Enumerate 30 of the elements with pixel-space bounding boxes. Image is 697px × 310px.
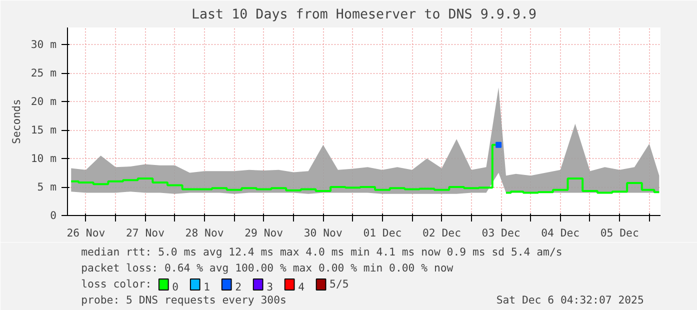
x-tick-label: 29 Nov	[244, 226, 284, 240]
x-tick-label: 27 Nov	[126, 226, 164, 240]
legend-label: 4	[298, 280, 304, 294]
y-tick-label: 5 m	[37, 180, 57, 194]
x-tick-label: 01 Dec	[363, 226, 402, 240]
text: probe: 5 DNS requests every 300s	[81, 294, 286, 306]
x-tick-label: 02 Dec	[422, 226, 461, 240]
y-tick-label: 25 m	[30, 66, 57, 80]
text: packet loss: 0.64 % avg 100.00 % max 0.00 % min 0.00 % now	[81, 262, 454, 274]
legend-label: 1	[204, 280, 210, 294]
chart-title: Last 10 Days from Homeserver to DNS 9.9.9.9	[191, 8, 537, 22]
y-tick-label: 15 m	[30, 124, 57, 137]
x-tick-label: 05 Dec	[600, 226, 639, 240]
y-tick-label: 20 m	[30, 95, 57, 108]
legend-label: 2	[235, 280, 242, 294]
x-tick-label: 30 Nov	[304, 226, 342, 240]
y-axis-title: Seconds	[10, 99, 23, 144]
x-tick-label: 28 Nov	[185, 226, 224, 240]
x-tick-label: 04 Dec	[541, 226, 580, 240]
x-tick-label: 03 Dec	[482, 226, 520, 240]
x-tick-label: 26 Nov	[66, 226, 106, 240]
text: median rtt: 5.0 ms avg 12.4 ms max 4.0 ms min 4.1 ms now 0.9 ms sd 5.4 am/s	[81, 246, 562, 258]
y-tick-label: 0	[50, 209, 57, 222]
legend-title: loss color:	[81, 278, 152, 290]
y-tick-label: 10 m	[30, 152, 57, 166]
y-tick-label: 30 m	[30, 38, 57, 52]
legend-label: 0	[172, 280, 179, 294]
text: Sat Dec 6 04:32:07 2025	[496, 294, 644, 306]
legend-label: 5/5	[330, 278, 349, 290]
legend-label: 3	[266, 280, 274, 294]
